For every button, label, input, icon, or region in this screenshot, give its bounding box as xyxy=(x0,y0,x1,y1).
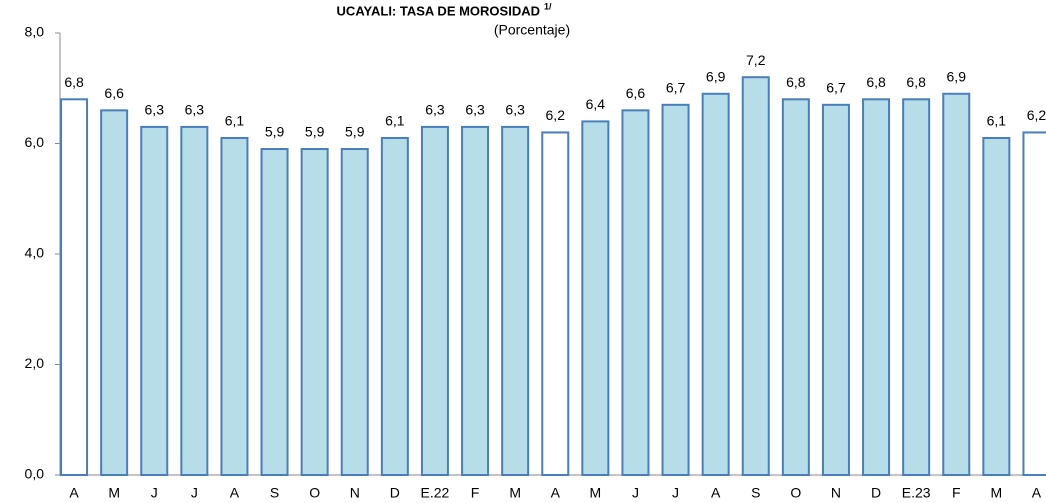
value-label: 6,8 xyxy=(906,74,926,90)
value-label: 6,3 xyxy=(145,102,165,118)
value-label: 6,3 xyxy=(465,102,485,118)
y-tick-label: 4,0 xyxy=(25,245,45,261)
y-tick-label: 8,0 xyxy=(25,24,45,40)
value-label: 6,7 xyxy=(826,80,846,96)
bar xyxy=(60,98,89,477)
x-tick-label: N xyxy=(350,485,360,501)
x-tick-label: J xyxy=(151,485,158,501)
bar xyxy=(741,76,770,476)
bar xyxy=(902,98,931,477)
x-tick-label: A xyxy=(230,485,240,501)
value-label: 6,2 xyxy=(1027,107,1046,123)
x-tick-label: M xyxy=(108,485,120,501)
value-label: 6,1 xyxy=(225,113,245,129)
x-tick-label: S xyxy=(270,485,279,501)
value-label: 6,9 xyxy=(706,68,726,84)
bar xyxy=(461,125,490,477)
chart-title: UCAYALI: TASA DE MOROSIDAD xyxy=(337,3,540,18)
x-tick-label: N xyxy=(831,485,841,501)
value-label: 6,1 xyxy=(987,113,1007,129)
bar xyxy=(300,148,329,476)
value-label: 6,8 xyxy=(64,74,84,90)
x-tick-label: E.22 xyxy=(421,485,450,501)
value-label: 6,9 xyxy=(947,68,967,84)
x-tick-label: A xyxy=(711,485,721,501)
bar xyxy=(541,131,570,476)
x-tick-label: M xyxy=(590,485,602,501)
x-tick-label: D xyxy=(390,485,400,501)
bar xyxy=(701,92,730,477)
value-label: 6,6 xyxy=(104,85,124,101)
value-label: 6,2 xyxy=(546,107,566,123)
chart-subtitle: (Porcentaje) xyxy=(494,22,570,38)
bar xyxy=(260,148,289,476)
x-tick-label: J xyxy=(632,485,639,501)
bar xyxy=(501,125,530,477)
value-label: 6,7 xyxy=(666,80,686,96)
x-tick-label: S xyxy=(751,485,760,501)
bar xyxy=(1022,131,1046,476)
bar xyxy=(821,103,850,476)
x-tick-label: M xyxy=(991,485,1003,501)
bar xyxy=(862,98,891,477)
y-tick-label: 6,0 xyxy=(25,134,45,150)
bar xyxy=(982,136,1011,476)
x-tick-label: A xyxy=(69,485,79,501)
value-label: 6,3 xyxy=(425,102,445,118)
x-tick-label: M xyxy=(509,485,521,501)
value-label: 6,3 xyxy=(505,102,525,118)
y-tick-label: 2,0 xyxy=(25,355,45,371)
value-label: 6,8 xyxy=(786,74,806,90)
x-tick-label: A xyxy=(551,485,561,501)
x-tick-label: O xyxy=(790,485,801,501)
bar xyxy=(621,109,650,476)
value-label: 5,9 xyxy=(265,124,285,140)
value-label: 6,4 xyxy=(586,96,606,112)
y-tick-label: 0,0 xyxy=(25,466,45,482)
bar xyxy=(942,92,971,477)
bar xyxy=(581,120,610,477)
x-tick-label: F xyxy=(471,485,480,501)
value-label: 6,3 xyxy=(185,102,205,118)
bar xyxy=(380,136,409,476)
bar xyxy=(661,103,690,476)
x-tick-label: O xyxy=(309,485,320,501)
bar xyxy=(220,136,249,476)
x-tick-label: F xyxy=(952,485,961,501)
x-tick-label: A xyxy=(1032,485,1042,501)
bar xyxy=(340,148,369,476)
value-label: 5,9 xyxy=(345,124,365,140)
title-note: 1/ xyxy=(544,1,552,11)
value-label: 6,8 xyxy=(866,74,886,90)
x-tick-label: E.23 xyxy=(902,485,931,501)
bar xyxy=(100,109,129,476)
x-tick-label: J xyxy=(191,485,198,501)
bar xyxy=(140,125,169,477)
x-tick-label: D xyxy=(871,485,881,501)
value-label: 6,1 xyxy=(385,113,405,129)
value-label: 5,9 xyxy=(305,124,325,140)
value-label: 7,2 xyxy=(746,52,766,68)
value-label: 6,6 xyxy=(626,85,646,101)
x-tick-label: J xyxy=(672,485,679,501)
bar xyxy=(180,125,209,477)
bar xyxy=(781,98,810,477)
bar xyxy=(420,125,449,477)
